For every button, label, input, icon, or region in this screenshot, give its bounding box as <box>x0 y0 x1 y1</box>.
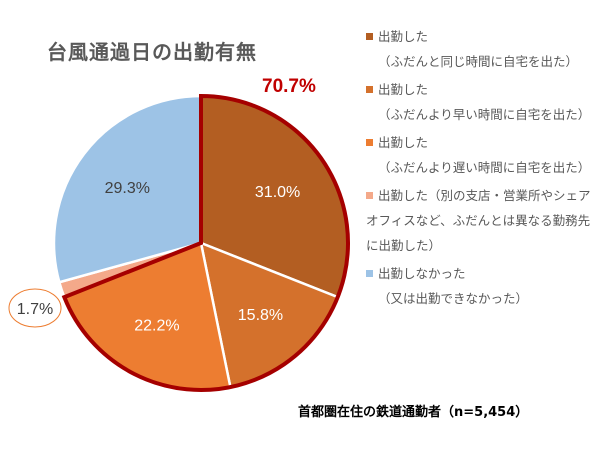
legend-label: 出勤した <box>378 82 429 97</box>
legend-item-4: 出勤しなかった （又は出勤できなかった） <box>366 261 600 311</box>
legend-label: 出勤しなかった <box>378 266 466 281</box>
legend-item-3: 出勤した（別の支店・営業所やシェアオフィスなど、ふだんとは異なる勤務先に出勤した… <box>366 183 600 258</box>
legend-sublabel: （ふだんより早い時間に自宅を出た） <box>378 107 591 122</box>
legend-label: 出勤した <box>378 135 429 150</box>
data-label-2: 22.2% <box>134 317 179 334</box>
footnote: 首都圏在住の鉄道通勤者（n=5,454） <box>298 405 529 420</box>
legend-swatch <box>366 86 373 93</box>
legend-label: 出勤した（別の支店・営業所やシェアオフィスなど、ふだんとは異なる勤務先に出勤した… <box>366 188 591 253</box>
legend-swatch <box>366 270 373 277</box>
legend-sublabel: （又は出勤できなかった） <box>378 291 529 306</box>
highlight-outline <box>61 93 350 392</box>
data-label-3: 1.7% <box>17 301 53 318</box>
legend-sublabel: （ふだんと同じ時間に自宅を出た） <box>378 54 579 69</box>
small-slice-callout-circle <box>8 288 62 328</box>
legend-sublabel: （ふだんより遅い時間に自宅を出た） <box>378 160 591 175</box>
legend-item-2: 出勤した （ふだんより遅い時間に自宅を出た） <box>366 130 600 180</box>
data-label-0: 31.0% <box>255 184 300 201</box>
legend: 出勤した （ふだんと同じ時間に自宅を出た） 出勤した （ふだんより早い時間に自宅を出た… <box>366 24 600 314</box>
legend-swatch <box>366 139 373 146</box>
legend-label: 出勤した <box>378 29 429 44</box>
pie-slice-4 <box>52 94 203 284</box>
data-label-4: 29.3% <box>105 180 150 197</box>
legend-swatch <box>366 33 373 40</box>
data-label-1: 15.8% <box>238 307 283 324</box>
legend-item-0: 出勤した （ふだんと同じ時間に自宅を出た） <box>366 24 600 74</box>
legend-swatch <box>366 192 373 199</box>
highlight-total-label: 70.7% <box>262 76 316 97</box>
chart-title: 台風通過日の出勤有無 <box>47 40 257 64</box>
legend-item-1: 出勤した （ふだんより早い時間に自宅を出た） <box>366 77 600 127</box>
